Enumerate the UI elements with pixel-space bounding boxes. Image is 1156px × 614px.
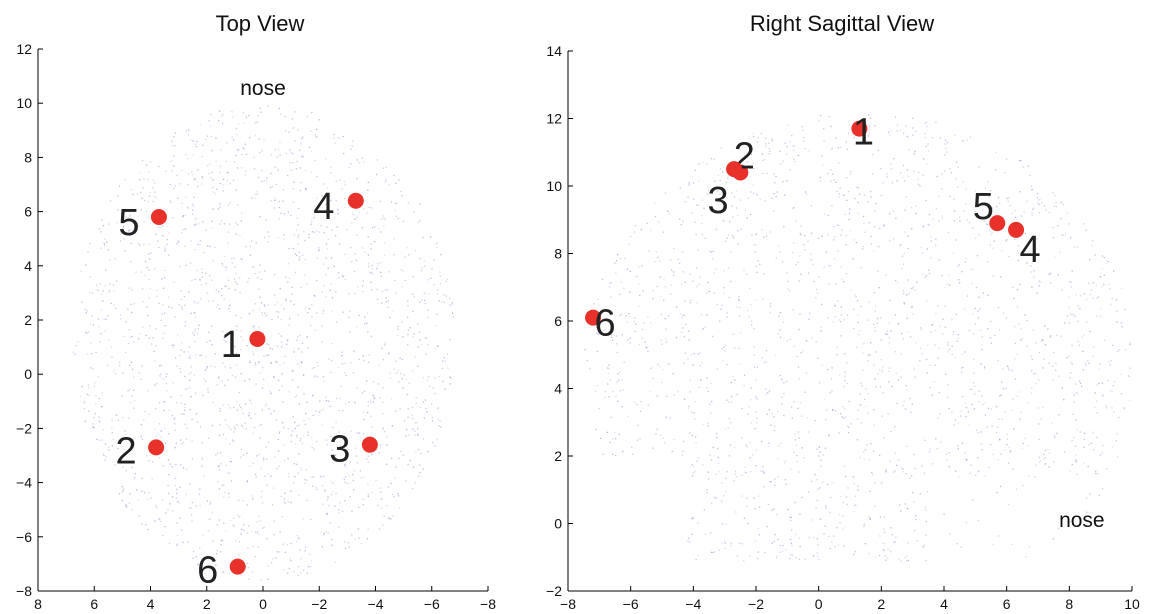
top-view-title: Top View (216, 11, 305, 36)
x-tick-label: 2 (203, 596, 211, 612)
electrode-point-4 (347, 192, 364, 209)
x-tick-label: 10 (1124, 596, 1140, 612)
sagittal-nose-label: nose (1059, 509, 1105, 532)
electrode-point-4 (1008, 221, 1025, 238)
x-tick-label: −8 (560, 596, 576, 612)
electrode-point-3 (361, 436, 378, 453)
y-tick-label: 14 (546, 43, 562, 59)
y-tick-label: 12 (16, 41, 32, 57)
electrode-label-5: 5 (118, 202, 139, 244)
x-tick-label: 2 (877, 596, 885, 612)
x-tick-label: 6 (1003, 596, 1011, 612)
y-tick-label: 12 (546, 111, 562, 127)
top-view-nose-label: nose (240, 77, 286, 100)
y-tick-label: 10 (16, 95, 32, 111)
y-tick-label: 6 (554, 313, 562, 329)
electrode-point-5 (989, 215, 1006, 232)
y-tick-label: 0 (24, 366, 32, 382)
electrode-label-3: 3 (707, 180, 728, 222)
x-tick-label: −4 (368, 596, 384, 612)
electrode-label-4: 4 (1019, 229, 1040, 271)
y-tick-label: 2 (24, 312, 32, 328)
y-tick-label: −8 (16, 583, 32, 599)
y-tick-label: 10 (546, 178, 562, 194)
electrode-point-2 (148, 439, 165, 456)
y-tick-label: −4 (16, 475, 32, 491)
y-tick-label: −6 (16, 529, 32, 545)
electrode-point-1 (249, 330, 266, 347)
electrode-point-6 (585, 309, 602, 326)
electrode-label-4: 4 (313, 186, 334, 228)
electrode-point-3 (726, 161, 743, 178)
electrode-label-1: 1 (221, 324, 242, 366)
x-tick-label: 8 (1065, 596, 1073, 612)
right-sagittal-view-panel: Right Sagittal View −8 −6 −4 −2 0 2 4 6 8 10 −2 0 2 4… (546, 11, 1140, 612)
electrode-label-6: 6 (594, 303, 615, 345)
electrode-label-2: 2 (116, 430, 137, 472)
y-tick-label: 8 (554, 246, 562, 262)
x-tick-label: −6 (623, 596, 639, 612)
top-view-panel: Top View 8 6 4 2 0 −2 −4 −6 −8−8−6−4−2024681012n… (16, 11, 496, 612)
right-sagittal-view-title: Right Sagittal View (750, 11, 934, 36)
y-tick-label: 4 (554, 381, 562, 397)
x-tick-label: 4 (940, 596, 948, 612)
y-tick-label: 0 (554, 516, 562, 532)
x-tick-label: −4 (685, 596, 701, 612)
x-tick-label: −2 (311, 596, 327, 612)
top-view-scalp-surface (73, 105, 454, 581)
y-tick-label: 4 (24, 258, 32, 274)
electrode-label-3: 3 (329, 429, 350, 471)
y-tick-label: 2 (554, 448, 562, 464)
electrode-label-1: 1 (853, 112, 874, 154)
x-tick-label: 0 (815, 596, 823, 612)
x-tick-label: 4 (147, 596, 155, 612)
y-tick-label: −2 (16, 420, 32, 436)
y-tick-label: 8 (24, 149, 32, 165)
sagittal-view-scalp-surface (584, 114, 1131, 562)
electrode-point-1 (851, 120, 868, 137)
electrode-point-6 (229, 558, 246, 575)
electrode-label-5: 5 (973, 186, 994, 228)
x-tick-label: 8 (34, 596, 42, 612)
y-tick-label: 6 (24, 204, 32, 220)
electrode-point-5 (150, 209, 167, 226)
x-tick-label: −8 (480, 596, 496, 612)
electrode-label-6: 6 (197, 550, 218, 592)
x-tick-label: 6 (90, 596, 98, 612)
x-tick-label: −6 (424, 596, 440, 612)
y-tick-label: −2 (546, 583, 562, 599)
x-tick-label: 0 (259, 596, 267, 612)
x-tick-label: −2 (748, 596, 764, 612)
